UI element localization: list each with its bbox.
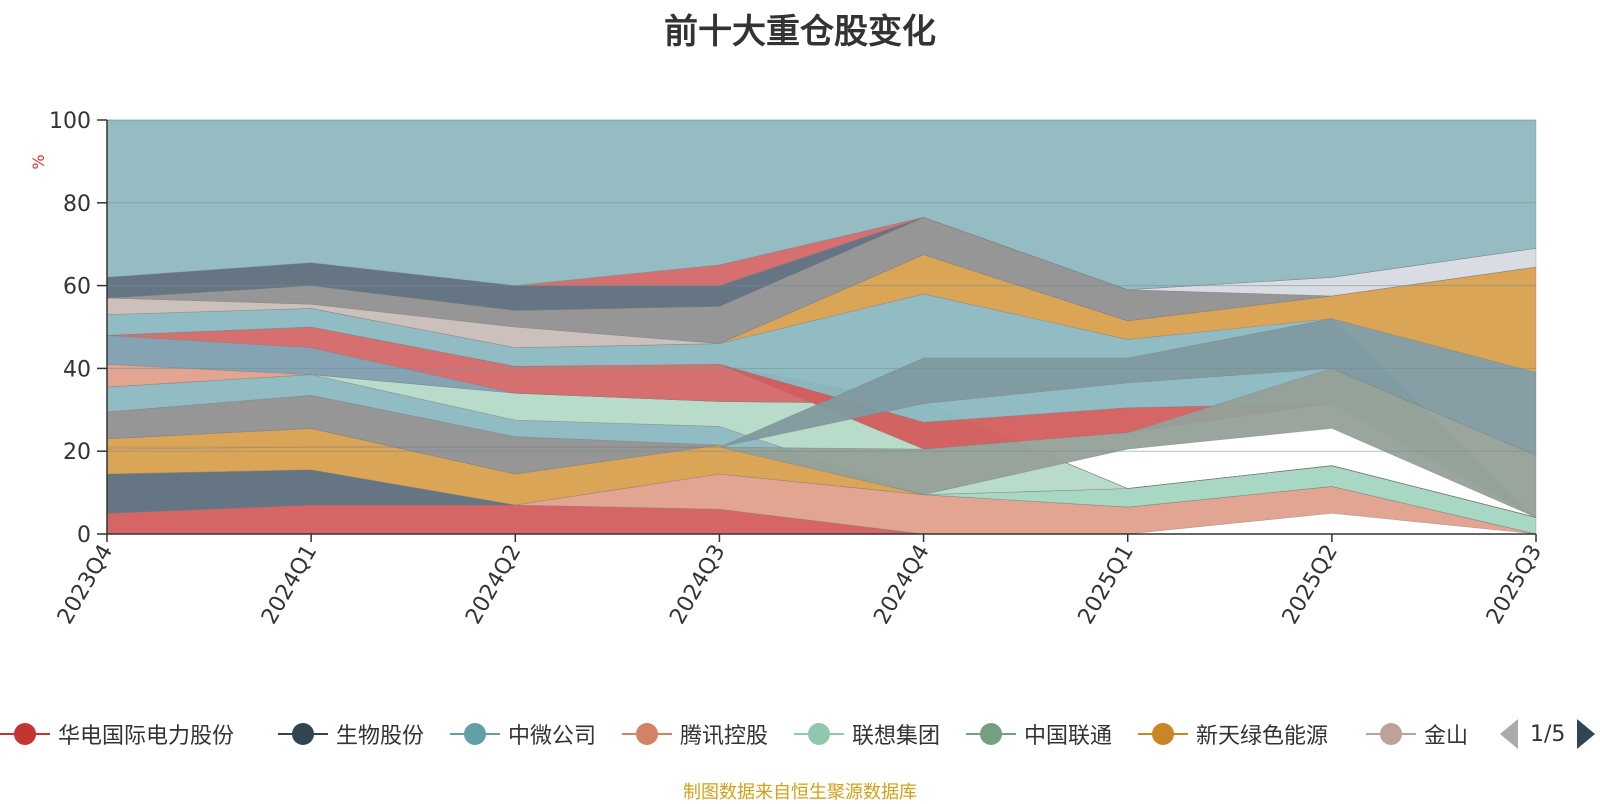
legend-item[interactable]: 新天绿色能源	[1138, 712, 1328, 756]
legend-item[interactable]: 中国联通	[966, 712, 1112, 756]
y-tick-label: 100	[49, 109, 91, 134]
legend-item[interactable]: 中微公司	[450, 712, 596, 756]
legend-marker-icon	[1366, 722, 1416, 746]
legend-label: 腾讯控股	[680, 724, 769, 749]
legend-marker-icon	[450, 722, 500, 746]
legend-label: 中微公司	[508, 724, 597, 749]
source-note: 制图数据来自恒生聚源数据库	[683, 782, 917, 803]
area-band-14	[107, 318, 1537, 456]
x-tick-label: 2025Q3	[1482, 541, 1547, 629]
legend-item[interactable]: 腾讯控股	[622, 712, 768, 756]
legend-marker-icon	[622, 722, 672, 746]
legend-marker-icon	[1138, 722, 1188, 746]
legend-label: 中国联通	[1024, 724, 1113, 749]
x-tick-label: 2024Q4	[869, 541, 934, 629]
x-tick-label: 2025Q2	[1278, 541, 1343, 629]
x-tick-label: 2025Q1	[1074, 541, 1139, 629]
legend-item[interactable]: 联想集团	[794, 712, 940, 756]
stacked-area-chart: 0 20 40 60 80 100 2023Q4 2024Q1 2024Q2 2024Q3 2024…	[29, 109, 1547, 629]
legend-label: 华电国际电力股份	[58, 724, 235, 749]
y-tick-label: 60	[63, 275, 91, 300]
legend-marker-icon	[0, 722, 50, 746]
y-tick-label: 20	[63, 440, 91, 465]
y-tick-label: 40	[63, 357, 91, 382]
y-tick-label: 80	[63, 192, 91, 217]
x-tick-label: 2024Q2	[461, 541, 526, 629]
y-tick-label: 0	[77, 523, 91, 548]
legend-item[interactable]: 生物股份	[278, 712, 424, 756]
legend-prev-arrow-icon[interactable]	[1500, 719, 1518, 749]
legend-next-arrow-icon[interactable]	[1577, 719, 1596, 749]
x-tick-label: 2024Q3	[665, 541, 730, 629]
legend-marker-icon	[794, 722, 844, 746]
legend-item[interactable]: 金山	[1366, 712, 1468, 756]
legend-marker-icon	[966, 722, 1016, 746]
legend-label: 生物股份	[336, 724, 425, 749]
x-tick-label: 2023Q4	[53, 541, 118, 629]
x-tick-label: 2024Q1	[257, 541, 322, 629]
legend-label: 新天绿色能源	[1196, 724, 1329, 749]
legend-page-indicator: 1/5	[1530, 721, 1566, 747]
chart-title: 前十大重仓股变化	[664, 12, 936, 52]
grid-layer	[107, 119, 1536, 452]
areas-layer	[106, 119, 1537, 535]
legend-label: 联想集团	[852, 724, 941, 749]
legend-label: 金山	[1424, 724, 1469, 749]
legend-item[interactable]: 华电国际电力股份	[0, 712, 234, 756]
legend-marker-icon	[278, 722, 328, 746]
y-axis-unit-label: %	[29, 154, 48, 169]
legend-pager: 1/5	[1500, 716, 1596, 752]
legend: 华电国际电力股份 生物股份 中微公司 腾讯控股 联想集团 中国联通 新天绿色能源 金山	[0, 712, 1486, 756]
